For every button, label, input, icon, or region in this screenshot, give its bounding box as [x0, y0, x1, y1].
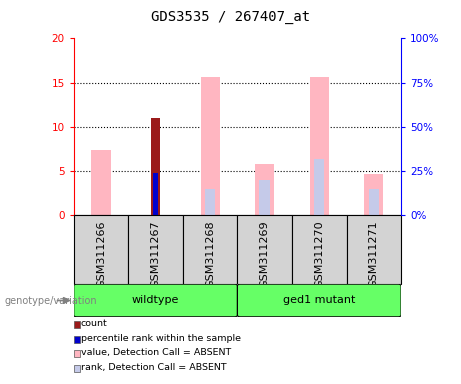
Bar: [128, 215, 183, 284]
Bar: [151, 118, 160, 215]
Text: value, Detection Call = ABSENT: value, Detection Call = ABSENT: [81, 348, 231, 358]
Text: GSM311266: GSM311266: [96, 220, 106, 288]
Bar: [292, 215, 347, 284]
Bar: [205, 189, 215, 215]
Bar: [183, 215, 237, 284]
Text: count: count: [81, 319, 107, 328]
Text: percentile rank within the sample: percentile rank within the sample: [81, 334, 241, 343]
Bar: [314, 159, 325, 215]
Text: genotype/variation: genotype/variation: [5, 296, 97, 306]
Bar: [310, 77, 329, 215]
Bar: [74, 215, 128, 284]
Text: rank, Detection Call = ABSENT: rank, Detection Call = ABSENT: [81, 363, 226, 372]
Text: ged1 mutant: ged1 mutant: [283, 295, 355, 306]
Bar: [255, 164, 274, 215]
Bar: [237, 215, 292, 284]
Bar: [201, 77, 220, 215]
Bar: [364, 174, 384, 215]
Bar: [260, 180, 270, 215]
Bar: [368, 189, 379, 215]
Text: GSM311271: GSM311271: [369, 220, 379, 288]
Text: GSM311267: GSM311267: [151, 220, 160, 288]
Text: GSM311268: GSM311268: [205, 220, 215, 288]
FancyBboxPatch shape: [74, 284, 237, 317]
Text: wildtype: wildtype: [132, 295, 179, 306]
Text: GSM311269: GSM311269: [260, 220, 270, 288]
Text: GSM311270: GSM311270: [314, 220, 324, 288]
Bar: [347, 215, 401, 284]
Text: GDS3535 / 267407_at: GDS3535 / 267407_at: [151, 10, 310, 23]
Bar: [153, 173, 159, 215]
Bar: [91, 150, 111, 215]
FancyBboxPatch shape: [237, 284, 401, 317]
